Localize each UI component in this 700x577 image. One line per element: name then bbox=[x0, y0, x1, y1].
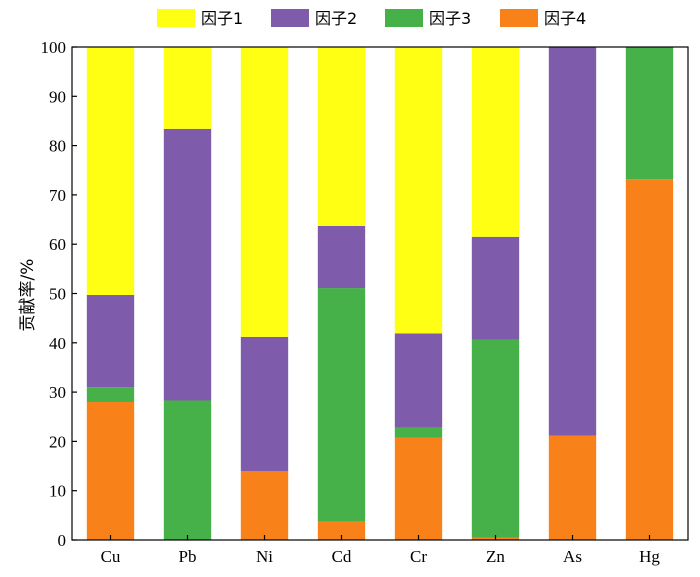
x-tick-label-pb: Pb bbox=[179, 547, 197, 566]
y-tick-label: 60 bbox=[49, 235, 66, 254]
bar-cd-series-4 bbox=[317, 47, 366, 226]
x-tick-label-as: As bbox=[563, 547, 582, 566]
axes-group: 0 10 20 30 40 50 60 70 80 90 100 Cu Pb Ni Cd Cr Zn As Hg bbox=[41, 38, 689, 566]
x-tick-label-ni: Ni bbox=[256, 547, 273, 566]
bar-cu-series-4 bbox=[86, 47, 135, 295]
y-tick-label: 80 bbox=[49, 137, 66, 156]
bar-cd-series-3 bbox=[317, 225, 366, 289]
y-tick-label: 20 bbox=[49, 432, 66, 451]
legend-label-4: 因子4 bbox=[544, 9, 586, 28]
bar-cr-series-1 bbox=[394, 437, 443, 540]
legend-label-3: 因子3 bbox=[429, 9, 471, 28]
bar-cu-series-1 bbox=[86, 401, 135, 540]
legend-swatch-2 bbox=[271, 9, 309, 27]
bar-as-series-1 bbox=[548, 435, 597, 540]
bar-ni-series-1 bbox=[240, 470, 289, 540]
bar-hg-series-2 bbox=[625, 47, 674, 180]
bar-cr-series-4 bbox=[394, 47, 443, 334]
y-tick-label: 70 bbox=[49, 186, 66, 205]
x-tick-label-cu: Cu bbox=[101, 547, 121, 566]
bar-pb-series-2 bbox=[163, 400, 212, 540]
bar-pb-series-4 bbox=[163, 47, 212, 129]
bar-cu-series-2 bbox=[86, 387, 135, 402]
y-tick-label: 30 bbox=[49, 383, 66, 402]
legend: 因子1 因子2 因子3 因子4 bbox=[157, 9, 586, 28]
legend-swatch-1 bbox=[157, 9, 195, 27]
bar-cd-series-2 bbox=[317, 288, 366, 522]
y-tick-label: 10 bbox=[49, 482, 66, 501]
x-tick-label-cd: Cd bbox=[332, 547, 352, 566]
bar-pb-series-3 bbox=[163, 128, 212, 401]
bar-zn-series-4 bbox=[471, 47, 520, 237]
y-tick-label: 50 bbox=[49, 285, 66, 304]
legend-label-2: 因子2 bbox=[315, 9, 357, 28]
bar-as-series-3 bbox=[548, 47, 597, 436]
bar-cd-series-1 bbox=[317, 521, 366, 540]
y-tick-label: 100 bbox=[41, 38, 67, 57]
bar-zn-series-2 bbox=[471, 339, 520, 538]
bar-ni-series-4 bbox=[240, 47, 289, 337]
x-tick-label-cr: Cr bbox=[410, 547, 427, 566]
legend-swatch-4 bbox=[500, 9, 538, 27]
y-axis-label: 贡献率/% bbox=[18, 259, 38, 332]
y-tick-label: 40 bbox=[49, 334, 66, 353]
legend-label-1: 因子1 bbox=[201, 9, 243, 28]
bar-ni-series-3 bbox=[240, 336, 289, 471]
bar-cr-series-2 bbox=[394, 427, 443, 438]
bar-cr-series-3 bbox=[394, 333, 443, 428]
legend-swatch-3 bbox=[385, 9, 423, 27]
bar-hg-series-1 bbox=[625, 179, 674, 540]
y-tick-label: 0 bbox=[58, 531, 67, 550]
bar-cu-series-3 bbox=[86, 294, 135, 388]
bars-group bbox=[86, 47, 674, 540]
bar-zn-series-3 bbox=[471, 236, 520, 340]
x-tick-label-zn: Zn bbox=[486, 547, 505, 566]
y-tick-label: 90 bbox=[49, 87, 66, 106]
x-tick-label-hg: Hg bbox=[639, 547, 660, 566]
